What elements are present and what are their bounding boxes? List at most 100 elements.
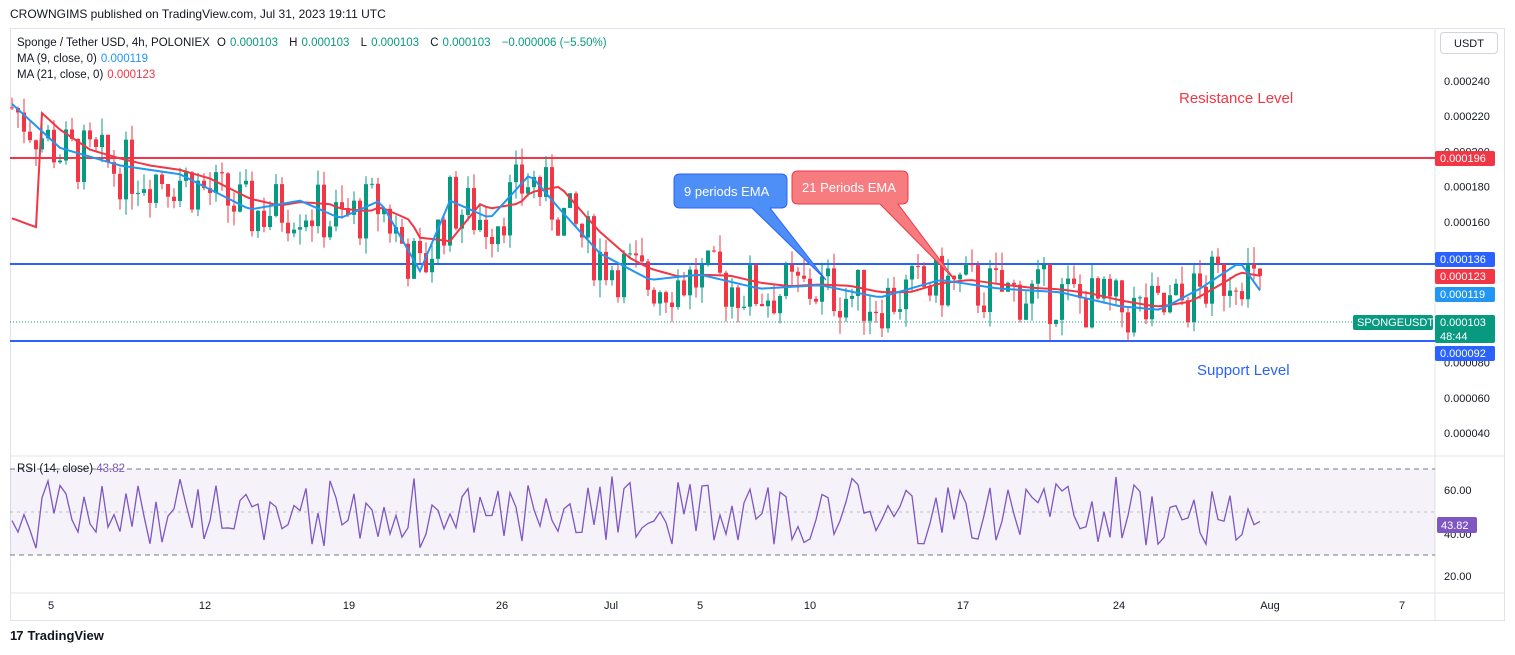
candle-body <box>304 220 308 228</box>
candle-body <box>166 184 170 197</box>
candle-body <box>700 264 704 288</box>
candle-body <box>22 112 26 132</box>
candle-body <box>316 184 320 227</box>
candle-body <box>208 188 212 193</box>
candle-body <box>106 134 110 163</box>
legend: Sponge / Tether USD, 4h, POLONIEX O 0.000… <box>17 35 611 83</box>
candle-body <box>190 172 194 210</box>
candle-body <box>148 189 152 203</box>
candle-body <box>1162 292 1166 313</box>
resistance-label: Resistance Level <box>1179 90 1293 107</box>
svg-text:0.000119: 0.000119 <box>1440 289 1485 301</box>
candle-body <box>424 253 428 273</box>
candle-body <box>310 220 314 227</box>
candle-body <box>28 131 32 141</box>
ema9-callout[interactable]: 9 periods EMA <box>673 173 827 281</box>
candle-body <box>172 196 176 202</box>
candle-body <box>82 130 86 182</box>
candle-body <box>10 107 14 109</box>
candle-body <box>1120 280 1124 313</box>
candle-body <box>376 183 380 215</box>
candle-body <box>1180 283 1184 301</box>
candle-body <box>820 276 824 302</box>
candle-body <box>856 269 860 296</box>
candle-body <box>1006 282 1010 292</box>
candle-body <box>1066 278 1070 285</box>
time-axis-tick: Aug <box>1260 600 1280 612</box>
candle-body <box>400 227 404 244</box>
candle-body <box>874 311 878 314</box>
candle-body <box>532 176 536 188</box>
candle-body <box>622 253 626 298</box>
candle-body <box>982 305 986 313</box>
candle-body <box>988 268 992 313</box>
candle-body <box>118 173 122 200</box>
candle-body <box>298 227 302 230</box>
candle-body <box>160 174 164 185</box>
candle-body <box>910 266 914 280</box>
svg-text:0.000196: 0.000196 <box>1440 153 1486 165</box>
price-axis-tick: 0.000040 <box>1444 428 1490 440</box>
rsi-tick-60: 60.00 <box>1444 485 1472 497</box>
candle-body <box>652 289 656 304</box>
symbol-title[interactable]: Sponge / Tether USD, 4h, POLONIEX <box>17 37 210 49</box>
ma9-legend[interactable]: MA (9, close, 0) 0.000119 <box>17 53 149 65</box>
candle-body <box>1096 278 1100 299</box>
candle-body <box>142 189 146 193</box>
candle-body <box>838 311 842 318</box>
rsi-value-tag: 43.82 <box>1437 517 1477 533</box>
candle-body <box>52 129 56 163</box>
candle-body <box>802 275 806 279</box>
candle-body <box>286 222 290 234</box>
svg-text:0.000103: 0.000103 <box>1440 317 1486 329</box>
candle-body <box>484 219 488 237</box>
candle-body <box>226 173 230 206</box>
candle-body <box>514 164 518 183</box>
candle-body <box>682 280 686 296</box>
candle-body <box>934 255 938 296</box>
ema21-callout[interactable]: 21 Periods EMA <box>791 170 956 281</box>
candle-body <box>808 278 812 299</box>
price-axis-tick: 0.000180 <box>1444 182 1490 194</box>
candle-body <box>346 208 350 215</box>
candle-body <box>1186 300 1190 323</box>
candle-body <box>844 298 848 318</box>
candle-body <box>556 219 560 236</box>
candle-body <box>886 287 890 329</box>
candle-body <box>1000 270 1004 292</box>
candlestick-series <box>10 97 1262 342</box>
tradingview-logo[interactable]: 17 TradingView <box>10 628 104 643</box>
current-price-tag: SPONGEUSDT 0.000103 48:44 <box>1353 315 1495 343</box>
candle-body <box>1114 280 1118 297</box>
candle-body <box>1252 264 1256 269</box>
candle-body <box>964 263 968 275</box>
time-axis-tick: 7 <box>1399 600 1405 612</box>
candle-body <box>1030 283 1034 304</box>
candle-body <box>1036 269 1040 284</box>
candle-body <box>658 292 662 304</box>
rsi-line <box>11 476 1261 549</box>
time-axis-tick: 17 <box>957 600 969 612</box>
ma9-line <box>11 103 1261 311</box>
candle-body <box>40 138 44 150</box>
candle-body <box>904 279 908 310</box>
candle-body <box>340 202 344 209</box>
price-axis-tick: 0.000160 <box>1444 217 1490 229</box>
currency-button[interactable]: USDT <box>1440 32 1498 54</box>
time-axis-tick: 24 <box>1113 600 1125 612</box>
candle-body <box>1024 303 1028 320</box>
candle-body <box>274 184 278 216</box>
price-axis-tick: 0.000220 <box>1444 111 1490 123</box>
candle-body <box>508 182 512 236</box>
candle-body <box>640 255 644 262</box>
time-axis-tick: Jul <box>604 600 618 612</box>
ohlc-high: H 0.000103 <box>289 37 350 49</box>
ma21-legend[interactable]: MA (21, close, 0) 0.000123 <box>17 69 156 81</box>
candle-body <box>604 251 608 281</box>
rsi-legend[interactable]: RSI (14, close) 43.82 <box>17 463 126 475</box>
publisher-line: CROWNGIMS published on TradingView.com, … <box>10 7 386 21</box>
candle-body <box>994 268 998 271</box>
candle-body <box>478 219 482 231</box>
ema21-callout-text: 21 Periods EMA <box>802 180 896 195</box>
